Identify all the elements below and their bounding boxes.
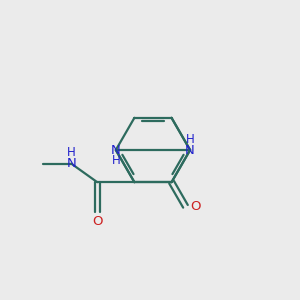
- Text: H: H: [67, 146, 76, 159]
- Text: N: N: [66, 157, 76, 170]
- Text: H: H: [186, 133, 194, 146]
- Text: N: N: [185, 143, 195, 157]
- Text: N: N: [111, 143, 121, 157]
- Text: O: O: [190, 200, 200, 213]
- Text: O: O: [92, 215, 103, 228]
- Text: H: H: [111, 154, 120, 167]
